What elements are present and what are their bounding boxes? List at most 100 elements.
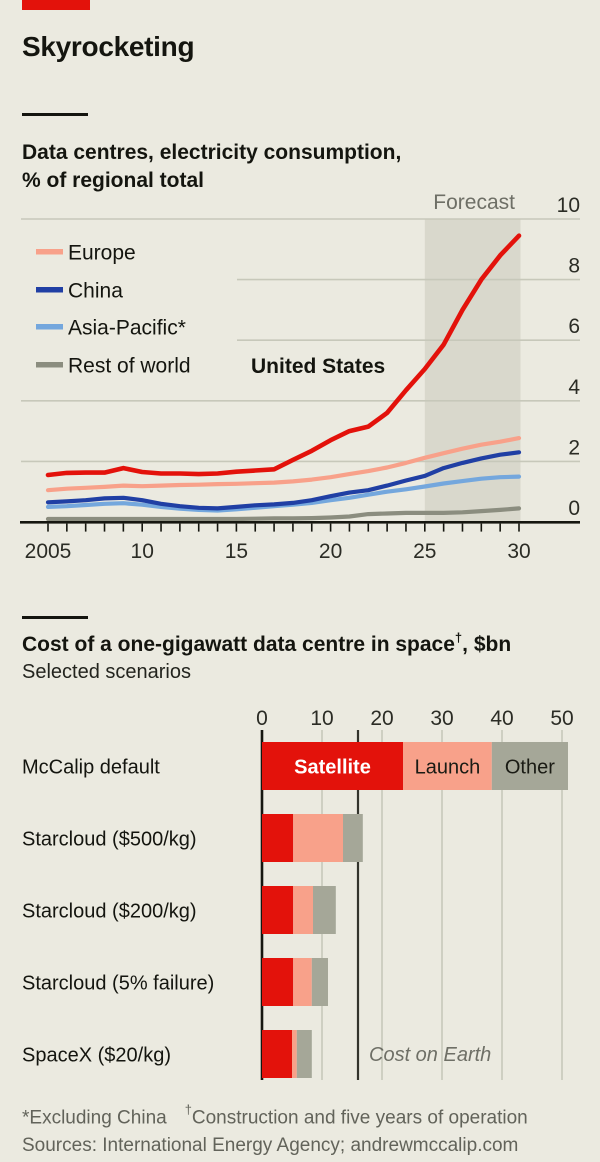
x-tick-2027 xyxy=(461,523,464,532)
x-tick-2012 xyxy=(179,523,181,532)
x-tick-2009 xyxy=(122,523,125,532)
page-title: Skyrocketing xyxy=(22,31,195,62)
cost-on-earth-label: Cost on Earth xyxy=(369,1044,491,1066)
bar-segment-other-starcloud-5-failure xyxy=(311,958,328,1006)
x-tick-2007 xyxy=(84,523,87,532)
bar-category-label-starcloud-200-kg: Starcloud ($200/kg) xyxy=(22,901,197,923)
line-china xyxy=(45,450,522,511)
y-tick-label-0: 0 xyxy=(568,497,580,520)
dagger-icon: † xyxy=(184,1102,192,1117)
bar-row-starcloud-200-kg xyxy=(262,886,336,934)
bar-chart-subtitle: Selected scenarios xyxy=(22,661,191,683)
x-tick-2023 xyxy=(386,523,388,532)
x-tick-2028 xyxy=(480,523,483,532)
bar-segment-satellite-spacex-20-kg xyxy=(262,1030,292,1078)
segment-label-launch: Launch xyxy=(415,757,481,779)
bar-x-tick-label-50: 50 xyxy=(550,707,573,730)
legend-label-china: China xyxy=(68,280,123,303)
bar-chart-title-text: Cost of a one-gigawatt data centre in sp… xyxy=(22,633,455,656)
bar-x-tick-label-30: 30 xyxy=(430,707,453,730)
bar-segment-other-spacex-20-kg xyxy=(296,1030,312,1078)
bar-segment-other-starcloud-500-kg xyxy=(343,814,363,862)
section-rule xyxy=(22,616,88,619)
x-tick-2025 xyxy=(424,523,426,532)
x-tick-2010 xyxy=(141,523,143,532)
x-tick-2016 xyxy=(254,523,257,532)
bar-row-mccalip-default xyxy=(262,742,568,790)
united-states-label: United States xyxy=(251,355,385,378)
bar-category-label-mccalip-default: McCalip default xyxy=(22,757,160,779)
x-tick-label-2025: 25 xyxy=(413,540,436,563)
line-europe xyxy=(45,436,522,493)
line-chart-svg: 0 2 4 6 8 10 Forecast 2005 10 15 20 25 30 Europe China… xyxy=(20,191,580,563)
x-tick-2011 xyxy=(160,523,162,532)
dagger-icon: † xyxy=(454,630,463,645)
line-rest-of-world xyxy=(45,506,522,522)
bar-segment-satellite-starcloud-5-failure xyxy=(262,958,294,1006)
bar-segment-other-mccalip-default xyxy=(491,742,568,790)
x-tick-2021 xyxy=(348,523,351,532)
bar-x-tick-label-10: 10 xyxy=(310,707,333,730)
footnote-line: *Excluding China †Construction and five y… xyxy=(22,1098,528,1132)
x-tick-2026 xyxy=(442,523,445,532)
x-tick-2019 xyxy=(310,523,313,532)
y-tick-label-2: 2 xyxy=(568,436,580,459)
x-tick-2030 xyxy=(518,523,520,532)
forecast-label: Forecast xyxy=(433,191,515,214)
bar-category-label-spacex-20-kg: SpaceX ($20/kg) xyxy=(22,1045,171,1067)
bar-row-starcloud-500-kg xyxy=(262,814,363,862)
sources-line: Sources: International Energy Agency; an… xyxy=(22,1135,519,1157)
line-chart-subtitle-line1: Data centres, electricity consumption, xyxy=(22,141,402,164)
space-cost-bar-chart: 0 10 20 30 40 50 McCalip default Starcloud ($50… xyxy=(0,690,600,1090)
line-chart-subtitle: Data centres, electricity consumption, %… xyxy=(22,139,401,195)
bar-segment-satellite-mccalip-default xyxy=(262,742,403,790)
legend-swatch-europe xyxy=(36,249,63,255)
legend-item-rest-of-world: Rest of world xyxy=(36,355,191,378)
legend-item-asia-pacific: Asia-Pacific* xyxy=(36,317,186,340)
x-tick-2017 xyxy=(273,523,275,532)
x-tick-label-2015: 15 xyxy=(225,540,248,563)
x-tick-2014 xyxy=(216,523,219,532)
x-tick-2013 xyxy=(197,523,200,532)
x-tick-2015 xyxy=(235,523,238,532)
bar-segment-launch-starcloud-5-failure xyxy=(293,958,312,1006)
x-axis xyxy=(20,521,580,524)
bar-chart-svg: 0 10 20 30 40 50 McCalip default Starcloud ($50… xyxy=(22,707,574,1080)
x-tick-2029 xyxy=(499,523,501,532)
x-tick-2018 xyxy=(292,523,294,532)
legend-label-europe: Europe xyxy=(68,242,136,265)
bar-segment-other-starcloud-200-kg xyxy=(313,886,336,934)
x-tick-label-2020: 20 xyxy=(319,540,342,563)
x-tick-2006 xyxy=(66,523,68,532)
footnote-excluding-china: *Excluding China xyxy=(22,1107,167,1129)
bar-x-tick-label-0: 0 xyxy=(256,707,268,730)
x-tick-label-2010: 10 xyxy=(131,540,154,563)
x-tick-label-2030: 30 xyxy=(507,540,530,563)
bar-segment-launch-starcloud-500-kg xyxy=(293,814,343,862)
y-tick-label-6: 6 xyxy=(568,315,580,338)
electricity-consumption-line-chart: 0 2 4 6 8 10 Forecast 2005 10 15 20 25 30 Europe China… xyxy=(0,185,600,570)
legend-item-europe: Europe xyxy=(36,242,136,265)
bar-row-spacex-20-kg xyxy=(262,1030,312,1078)
legend-swatch-asia-pacific xyxy=(36,324,63,330)
x-tick-2008 xyxy=(103,523,106,532)
bar-row-starcloud-5-failure xyxy=(262,958,328,1006)
bar-chart-title-unit: , $bn xyxy=(462,633,512,656)
footnotes: *Excluding China †Construction and five y… xyxy=(22,1098,528,1160)
x-tick-2005 xyxy=(47,523,49,532)
x-tick-2022 xyxy=(367,523,370,532)
bar-segment-satellite-starcloud-200-kg xyxy=(262,886,294,934)
line-united-states xyxy=(45,233,522,478)
bar-segment-launch-starcloud-200-kg xyxy=(293,886,313,934)
bar-segment-satellite-starcloud-500-kg xyxy=(262,814,294,862)
segment-label-satellite: Satellite xyxy=(294,757,371,779)
footnote-construction: Construction and five years of operation xyxy=(191,1107,528,1129)
legend-swatch-china xyxy=(36,287,63,293)
bar-segment-launch-spacex-20-kg xyxy=(292,1030,297,1078)
legend-label-rest-of-world: Rest of world xyxy=(68,355,191,378)
bar-category-label-starcloud-500-kg: Starcloud ($500/kg) xyxy=(22,829,197,851)
x-tick-2024 xyxy=(405,523,407,532)
legend-item-china: China xyxy=(36,280,123,303)
line-chart-subtitle-line2: % of regional total xyxy=(22,169,205,192)
